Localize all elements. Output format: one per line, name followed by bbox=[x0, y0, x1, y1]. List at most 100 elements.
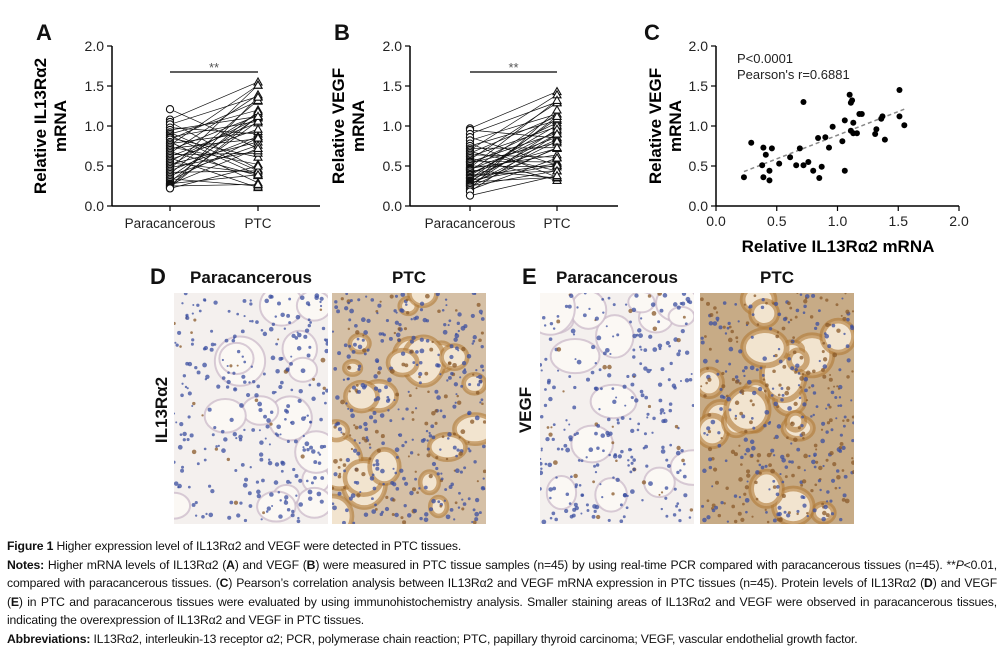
nucleus bbox=[826, 490, 830, 494]
nucleus bbox=[791, 473, 795, 478]
nucleus bbox=[319, 308, 323, 312]
nucleus bbox=[402, 476, 406, 481]
nucleus bbox=[641, 480, 647, 485]
nucleus bbox=[444, 298, 448, 301]
nucleus bbox=[425, 293, 430, 299]
nucleus bbox=[649, 368, 652, 371]
nucleus bbox=[567, 304, 572, 309]
pair-line bbox=[469, 101, 558, 135]
nucleus bbox=[543, 324, 547, 327]
nucleus bbox=[397, 338, 401, 342]
nucleus bbox=[333, 458, 338, 464]
follicle bbox=[218, 341, 255, 376]
nucleus bbox=[552, 486, 557, 491]
nucleus bbox=[459, 376, 462, 379]
nucleus bbox=[229, 417, 234, 423]
nucleus bbox=[593, 509, 597, 514]
nucleus bbox=[243, 428, 246, 432]
nucleus bbox=[416, 491, 419, 494]
nucleus bbox=[472, 508, 476, 512]
nucleus bbox=[646, 416, 649, 419]
nucleus bbox=[643, 432, 647, 436]
nucleus bbox=[304, 328, 310, 333]
ptc-point bbox=[552, 95, 562, 104]
nucleus bbox=[763, 423, 767, 428]
nucleus bbox=[674, 424, 679, 429]
nucleus bbox=[780, 398, 784, 402]
y-tick-label: 2.0 bbox=[85, 38, 105, 54]
nucleus bbox=[233, 500, 239, 505]
nucleus bbox=[455, 346, 459, 351]
nucleus bbox=[482, 477, 485, 480]
nucleus bbox=[827, 344, 832, 349]
nucleus bbox=[546, 426, 550, 429]
nucleus bbox=[717, 443, 722, 448]
nucleus bbox=[799, 293, 803, 296]
nucleus bbox=[343, 343, 348, 348]
nucleus bbox=[249, 299, 252, 302]
nucleus bbox=[243, 380, 247, 384]
ihc-image-d-ptc bbox=[332, 293, 486, 524]
nucleus bbox=[274, 462, 280, 467]
nucleus bbox=[676, 305, 681, 310]
nucleus bbox=[700, 385, 703, 388]
nucleus bbox=[185, 361, 189, 366]
nucleus bbox=[754, 480, 758, 485]
nucleus bbox=[790, 421, 793, 424]
nucleus bbox=[616, 418, 620, 422]
nucleus bbox=[643, 348, 648, 353]
nucleus bbox=[306, 353, 311, 358]
nucleus bbox=[826, 421, 831, 425]
nucleus bbox=[295, 494, 298, 497]
ptc-point bbox=[253, 160, 263, 170]
ptc-point bbox=[552, 128, 562, 138]
nucleus bbox=[192, 401, 196, 406]
nucleus bbox=[821, 368, 825, 372]
nucleus bbox=[766, 520, 770, 524]
nucleus bbox=[394, 447, 400, 453]
nucleus bbox=[264, 437, 267, 440]
nucleus bbox=[280, 356, 284, 361]
nucleus bbox=[462, 369, 467, 375]
nucleus bbox=[787, 511, 791, 515]
nucleus bbox=[275, 368, 280, 374]
nucleus bbox=[787, 357, 792, 361]
nucleus bbox=[388, 336, 393, 341]
nucleus bbox=[187, 391, 192, 396]
nucleus bbox=[844, 498, 850, 504]
x-tick-label: 1.5 bbox=[889, 213, 909, 229]
nucleus bbox=[448, 375, 452, 380]
scatter-point bbox=[768, 145, 775, 152]
nucleus bbox=[348, 318, 352, 322]
nucleus bbox=[630, 461, 634, 465]
nucleus bbox=[419, 516, 423, 521]
nucleus bbox=[775, 492, 780, 497]
nucleus bbox=[774, 301, 779, 307]
nucleus bbox=[437, 353, 440, 357]
nucleus bbox=[825, 298, 829, 302]
pair-line bbox=[169, 84, 259, 146]
nucleus bbox=[333, 472, 338, 477]
ptc-point bbox=[552, 104, 562, 114]
nucleus bbox=[476, 302, 481, 307]
nucleus bbox=[319, 499, 324, 504]
nucleus bbox=[829, 499, 833, 503]
nucleus bbox=[180, 393, 184, 398]
nucleus bbox=[602, 449, 605, 453]
nucleus bbox=[830, 390, 835, 395]
nucleus bbox=[631, 373, 637, 378]
nucleus bbox=[706, 515, 711, 520]
y-axis-title-line: mRNA bbox=[51, 100, 70, 152]
nucleus bbox=[811, 459, 816, 465]
nucleus bbox=[179, 345, 182, 348]
nucleus bbox=[825, 458, 829, 462]
nucleus bbox=[789, 306, 793, 310]
nucleus bbox=[453, 518, 456, 521]
nucleus bbox=[685, 296, 691, 302]
nucleus bbox=[573, 433, 577, 437]
nucleus bbox=[375, 462, 380, 467]
nucleus bbox=[796, 293, 799, 295]
nucleus bbox=[708, 447, 713, 452]
nucleus bbox=[361, 471, 366, 477]
nucleus bbox=[585, 503, 589, 507]
